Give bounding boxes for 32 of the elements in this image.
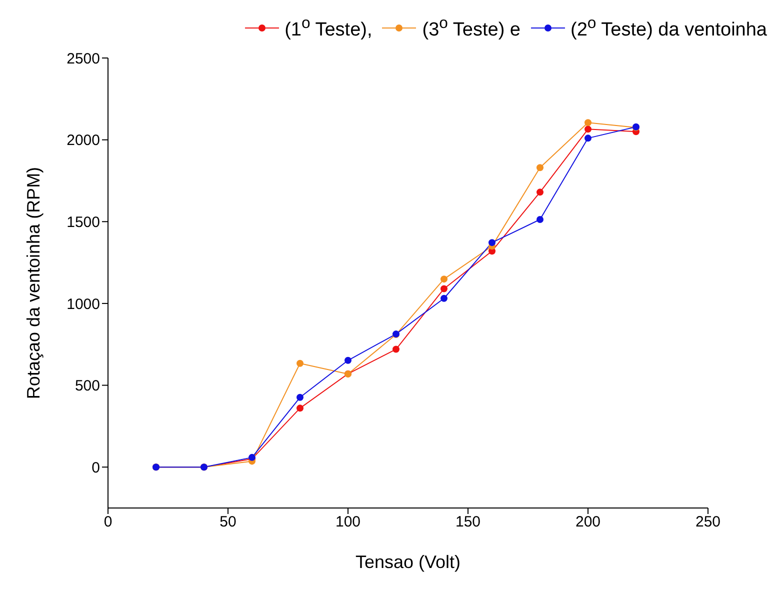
y-tick-label: 0 bbox=[92, 459, 100, 476]
point bbox=[392, 346, 400, 353]
y-tick-label: 500 bbox=[74, 378, 100, 395]
y-axis-title: Rotaçao da ventoinha (RPM) bbox=[23, 166, 44, 400]
x-tick-label: 250 bbox=[695, 514, 721, 531]
legend-label: (2$^{o}$ Teste) da ventoinha bbox=[570, 14, 767, 42]
point bbox=[536, 216, 544, 224]
point bbox=[536, 164, 544, 172]
point bbox=[440, 294, 448, 302]
x-tick-label: 100 bbox=[335, 514, 361, 531]
point bbox=[488, 239, 496, 246]
point bbox=[584, 119, 592, 126]
x-tick-label: 200 bbox=[575, 514, 601, 531]
legend-label: (3$^{o}$ Teste) e bbox=[422, 14, 520, 42]
point bbox=[536, 188, 544, 196]
point bbox=[584, 126, 592, 133]
y-tick-label: 1500 bbox=[66, 214, 100, 231]
point bbox=[296, 404, 304, 412]
point bbox=[344, 356, 352, 364]
x-tick-label: 50 bbox=[220, 514, 236, 531]
point bbox=[584, 134, 592, 142]
legend-label: (1$^{o}$ Teste), bbox=[284, 14, 372, 42]
x-tick-label: 0 bbox=[104, 514, 112, 531]
y-tick-label: 2500 bbox=[66, 50, 100, 68]
y-tick-label: 1000 bbox=[66, 296, 100, 313]
x-axis-title: Tensao (Volt) bbox=[355, 552, 461, 572]
point bbox=[440, 276, 448, 283]
point bbox=[296, 360, 304, 367]
x-tick-label: 150 bbox=[455, 514, 481, 531]
point bbox=[440, 285, 448, 292]
y-tick-label: 2000 bbox=[66, 132, 100, 150]
point bbox=[296, 394, 304, 401]
